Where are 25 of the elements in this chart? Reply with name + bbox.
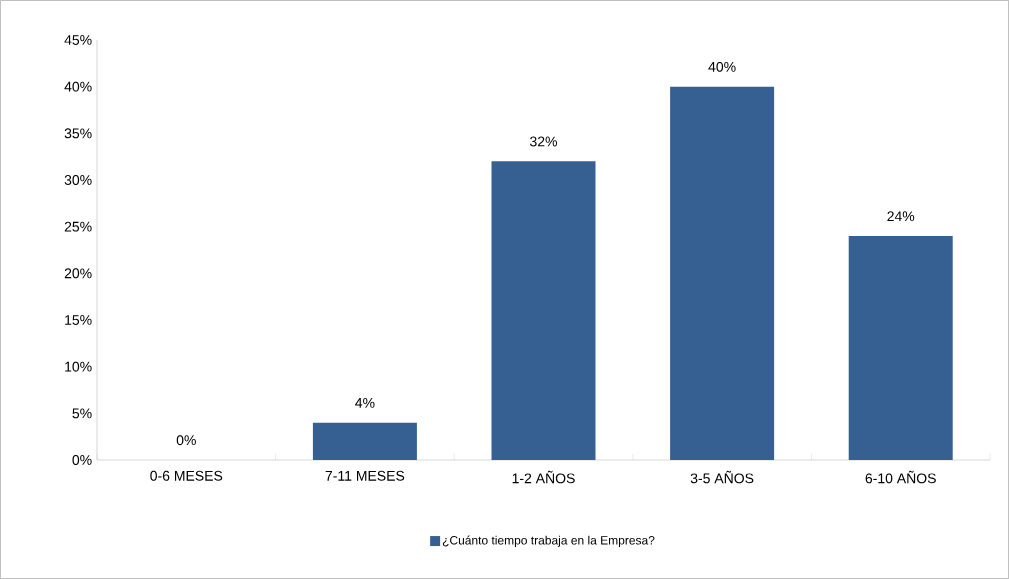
y-tick-label: 40% [64,81,92,92]
data-label: 24% [887,211,915,222]
y-tick-label: 35% [64,128,92,139]
x-tick-label: 0-6 MESES [150,470,223,481]
x-tick-label: 7-11 MESES [325,470,405,481]
bar [670,86,775,460]
y-tick-label: 45% [64,35,92,45]
y-tick-label: 20% [64,268,92,279]
y-tick-label: 25% [64,221,92,232]
x-tick-label: 1-2 AÑOS [512,470,575,484]
y-tick-label: 0% [72,455,92,465]
x-tick-label: 6-10 AÑOS [865,470,936,484]
data-label: 40% [708,61,736,72]
y-tick-label: 30% [64,175,92,185]
data-label: 0% [176,435,196,446]
bar [491,161,596,460]
y-tick-label: 15% [65,315,92,325]
bar [312,422,417,460]
data-label: 32% [530,136,558,147]
legend-label: ¿Cuánto tiempo trabaja en la Empresa? [442,535,655,547]
y-tick-label: 5% [72,408,92,419]
data-label: 4% [355,398,375,408]
y-tick-label: 10% [65,361,92,372]
x-tick-label: 3-5 AÑOS [690,470,754,484]
bar [848,236,953,460]
